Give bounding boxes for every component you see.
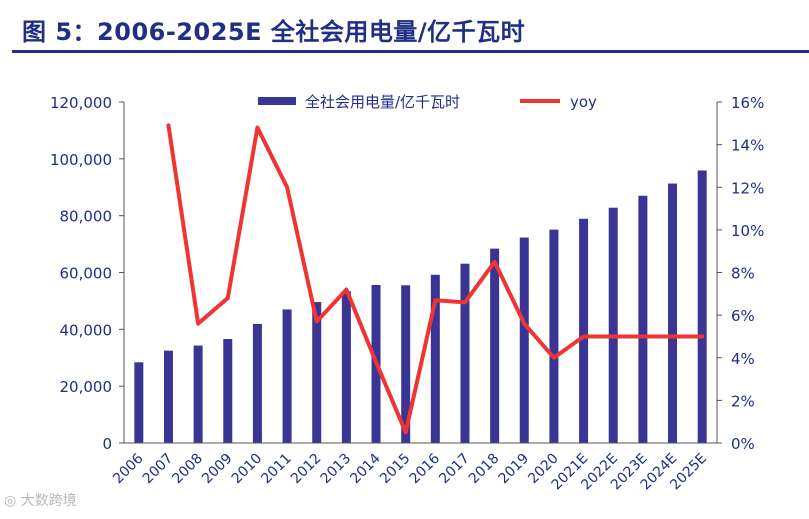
yoy-line-series [166,123,705,435]
right-tick-label: 10% [731,222,764,240]
chart-axes [123,102,718,444]
chart-legend: 全社会用电量/亿千瓦时 yoy [258,93,597,111]
figure-header: 图 5：2006-2025E 全社会用电量/亿千瓦时 [0,0,809,58]
right-tick-label: 4% [731,350,755,368]
left-axis-ticks: 0 20,000 40,000 60,000 80,000 100,000 120,000 [50,94,124,453]
x-tick-label: 2011 [258,451,295,488]
bar-2024E [668,183,678,443]
title-divider [12,50,809,53]
x-tick-label: 2015 [377,451,414,488]
x-tick-label: 2009 [199,451,236,488]
left-tick-label: 80,000 [60,208,113,226]
right-tick-label: 16% [731,94,764,112]
bar-2021E [579,218,589,443]
bar-2025E [697,170,707,443]
bar-2007 [163,350,173,443]
right-tick-label: 2% [731,392,755,410]
x-tick-label: 2019 [496,451,533,488]
x-tick-label: 2010 [229,451,266,488]
right-tick-label: 8% [731,265,755,283]
legend-line-label: yoy [570,93,597,111]
x-tick-label: 2018 [466,451,503,488]
bar-2006 [134,362,144,443]
x-tick-label: 2007 [140,451,177,488]
bar-2022E [608,207,618,443]
left-tick-label: 40,000 [60,321,113,339]
bar-2009 [223,338,233,443]
bar-2023E [638,195,648,443]
x-tick-label: 2013 [318,451,355,488]
bar-2015 [401,285,411,443]
bar-2019 [519,237,529,443]
x-tick-label: 2017 [436,451,473,488]
legend-bar-swatch [258,97,296,105]
bar-2017 [460,263,470,443]
x-tick-label: 2014 [347,450,384,487]
left-tick-label: 0 [102,435,112,453]
bar-2016 [430,274,440,443]
bar-2008 [193,345,203,443]
figure-title: 图 5：2006-2025E 全社会用电量/亿千瓦时 [22,18,526,46]
left-tick-label: 120,000 [50,94,112,112]
bar-2011 [282,309,292,443]
right-axis-ticks: 0% 2% 4% 6% 8% 10% 12% 14% 16% [717,94,764,453]
legend-bar-label: 全社会用电量/亿千瓦时 [305,93,460,111]
bar-2010 [252,323,262,443]
right-tick-label: 12% [731,179,764,197]
left-tick-label: 60,000 [60,265,113,283]
right-tick-label: 0% [731,435,755,453]
x-tick-label: 2006 [110,450,147,487]
watermark-icon: ◎ [4,493,21,509]
bar-2012 [312,302,322,443]
bar-2013 [341,291,351,443]
x-tick-label: 2016 [407,450,444,487]
watermark: ◎ 大数跨境 [4,490,77,510]
bar-2020 [549,229,559,443]
left-tick-label: 20,000 [60,378,113,396]
left-tick-label: 100,000 [50,151,112,169]
watermark-text: 大数跨境 [20,493,77,509]
right-tick-label: 6% [731,307,755,325]
x-axis-ticks: 2006200720082009201020112012201320142015… [110,450,710,493]
bar-2018 [490,248,500,443]
x-tick-label: 2008 [169,451,206,488]
right-tick-label: 14% [731,137,764,155]
x-tick-label: 2012 [288,451,325,488]
